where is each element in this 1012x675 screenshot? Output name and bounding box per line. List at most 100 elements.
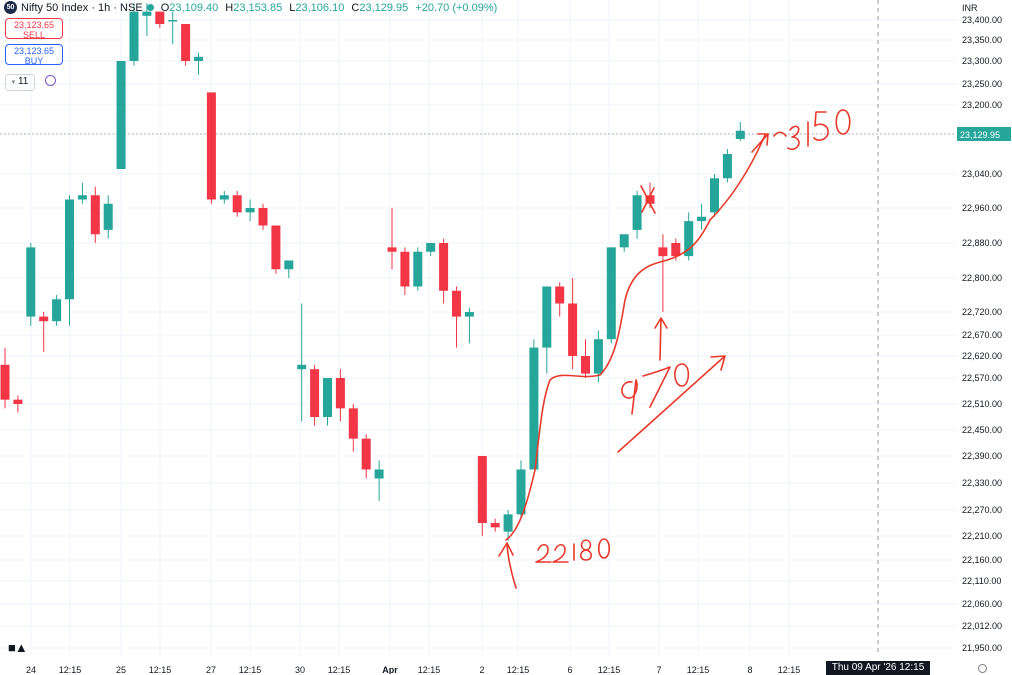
candle-body [426,243,436,252]
time-tick-label: Apr [382,665,398,674]
candle[interactable] [503,510,513,541]
candle[interactable] [348,404,358,452]
candle[interactable] [426,243,436,257]
candle[interactable] [361,434,371,479]
candle[interactable] [323,378,332,426]
symbol-badge-icon[interactable]: 50 [4,1,17,14]
tradingview-logo-icon[interactable]: ■▲ [8,640,28,655]
candle-body [232,195,242,213]
candle-body [219,195,229,200]
candle[interactable] [52,295,62,326]
candle-body [52,299,62,322]
candle-body [103,203,113,230]
candle[interactable] [439,238,449,304]
candle[interactable] [297,303,307,422]
candle[interactable] [13,395,23,413]
candle[interactable] [568,278,578,370]
candle-body [722,154,732,179]
refresh-icon[interactable] [45,75,56,86]
candle[interactable] [155,11,165,28]
candle-body [155,11,165,24]
candle[interactable] [632,191,642,239]
candle[interactable] [452,286,461,348]
candle[interactable] [374,460,384,502]
candle[interactable] [464,307,474,344]
currency-label[interactable]: INR [962,3,978,13]
price-tick-label: 23,250.00 [962,79,1002,89]
candle[interactable] [722,149,732,183]
time-tick-label: 12:15 [507,665,530,674]
time-tick-label: 25 [116,665,126,674]
candle[interactable] [735,122,745,141]
candle-body [464,312,474,317]
time-tick-label: 7 [656,665,661,674]
candle[interactable] [581,339,590,378]
candle[interactable] [477,456,487,536]
candle[interactable] [335,369,345,422]
sell-button[interactable]: 23,123.65 SELL [5,18,63,40]
candle[interactable] [65,195,74,326]
candle[interactable] [232,191,242,217]
candle[interactable] [658,234,668,312]
candle-body [335,378,345,409]
annotation-23150-text [773,109,851,151]
last-price-badge [957,127,1011,141]
candle-body [671,243,681,257]
candle[interactable] [400,247,410,295]
candle[interactable] [619,234,629,252]
time-tick-label: 27 [206,665,216,674]
quantity-selector[interactable]: ▾ 11 [5,74,35,91]
candle[interactable] [710,174,719,217]
price-tick-label: 22,570.00 [962,373,1002,383]
candle[interactable] [310,364,320,426]
candle-body [206,92,216,200]
settings-icon[interactable] [978,664,987,673]
candle[interactable] [516,460,526,519]
price-axis[interactable]: 23,400.00 23,350.00 23,300.00 23,250.00 23,2… [962,15,1002,653]
price-tick-label: 22,880.00 [962,238,1002,248]
candle[interactable] [206,92,216,204]
candle[interactable] [542,286,552,374]
candle-body [348,408,358,439]
trend-curve [505,134,766,541]
candle-body [181,24,191,61]
time-tick-label: 12:15 [59,665,82,674]
candle[interactable] [116,61,126,169]
candle[interactable] [387,208,397,270]
candle-body [581,356,590,374]
time-axis[interactable]: 24 12:15 25 12:15 27 12:15 30 12:15 Apr 12:15 2 12:… [26,665,800,674]
candle[interactable] [129,3,139,66]
candle[interactable] [529,339,539,470]
candle[interactable] [684,212,694,261]
buy-label: BUY [24,56,44,66]
candle[interactable] [26,243,36,326]
candle[interactable] [490,518,500,532]
candle[interactable] [168,11,178,45]
time-tick-label: 2 [479,665,484,674]
candle[interactable] [413,247,423,291]
candle-body [142,11,152,16]
candle[interactable] [39,312,49,352]
buy-button[interactable]: 23,123.65 BUY [5,44,63,66]
candle[interactable] [181,24,191,66]
candle[interactable] [697,203,707,230]
candle[interactable] [284,260,294,279]
candle[interactable] [0,347,10,409]
candle[interactable] [555,282,565,317]
symbol-title[interactable]: Nifty 50 Index · 1h · NSE [21,1,143,14]
candle[interactable] [606,247,616,344]
candle-body [439,243,449,291]
candle[interactable] [103,195,113,239]
time-tick-label: 12:15 [149,665,172,674]
candle[interactable] [90,186,100,243]
candle[interactable] [258,203,268,230]
candle[interactable] [245,199,255,222]
candle[interactable] [593,330,603,383]
price-tick-label: 21,950.00 [962,643,1002,653]
candle-body [168,20,178,22]
candle[interactable] [77,182,87,204]
candle[interactable] [219,191,229,204]
candle[interactable] [194,52,203,75]
candle[interactable] [271,225,281,274]
